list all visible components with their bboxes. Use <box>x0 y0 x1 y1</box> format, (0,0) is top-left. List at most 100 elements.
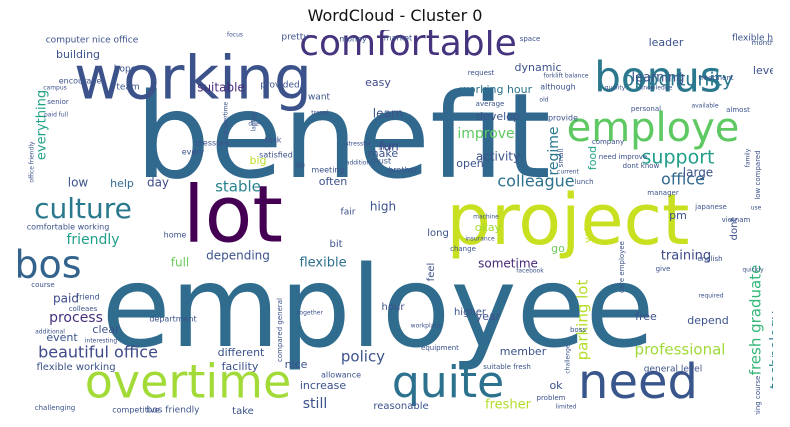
word-dynamic: dynamic <box>514 61 561 74</box>
word-member: member <box>500 345 547 358</box>
word-hope: hope <box>114 65 137 75</box>
word-still: still <box>303 396 327 412</box>
word-long: long <box>427 228 449 239</box>
word-forklift-balance: forklift balance <box>544 73 589 80</box>
chart-title: WordCloud - Cluster 0 <box>307 6 483 25</box>
word-request: request <box>468 69 495 77</box>
word-higher: higher <box>454 307 487 318</box>
word-family: family <box>745 148 752 167</box>
word-want: want <box>308 93 331 103</box>
word-colleague: colleague <box>497 172 574 191</box>
word-friend: friend <box>76 293 99 302</box>
word-treatment: treatment <box>698 74 733 82</box>
word-employe: employe <box>567 105 740 151</box>
word-year: year <box>476 310 501 323</box>
word-department: department <box>149 315 196 324</box>
word-encourage: encourage <box>59 77 102 86</box>
word-current: current <box>557 169 579 176</box>
word-company: company <box>592 138 624 146</box>
word-easy: easy <box>365 76 391 89</box>
word-bit: bit <box>329 239 342 250</box>
word-hour: hour <box>382 302 406 313</box>
word-comfortable-working: comfortable working <box>27 223 110 232</box>
word-office-friendly: office friendly <box>29 141 36 183</box>
word-english: english <box>697 255 722 263</box>
word-free: free <box>635 310 657 323</box>
word-compared-general: compared general <box>276 298 284 362</box>
word-dont-know: dont know <box>623 162 660 170</box>
word-manager: manager <box>647 189 679 197</box>
word-market: market <box>384 34 412 43</box>
word-together: together <box>297 310 323 317</box>
word-flexible-working: flexible working <box>36 362 115 373</box>
word-activity: activity <box>476 150 520 164</box>
word-boss: boss <box>570 326 586 334</box>
word-flexible: flexible <box>299 256 346 271</box>
word-regime: regime <box>546 126 562 175</box>
word-laptop: laptop <box>251 112 258 131</box>
word-required: required <box>698 293 723 300</box>
word-task: task <box>265 136 282 145</box>
word-satisfied: satisfied <box>259 151 293 160</box>
word-provided: provided <box>260 81 300 91</box>
word-flexible-hour: flexible hour <box>732 34 773 44</box>
word-cloud: benefit employee project lot working overtime… <box>18 30 773 415</box>
word-beautiful-office: beautiful office <box>38 343 158 362</box>
word-provide: provide <box>548 114 578 123</box>
word-low: low <box>68 176 89 190</box>
word-open: open <box>456 157 483 170</box>
word-knowledge: knowledge <box>640 85 673 92</box>
word-every: every <box>182 148 205 157</box>
word-building: building <box>56 48 100 61</box>
word-care-employee: care employee <box>618 241 626 293</box>
word-skill: skill <box>378 143 393 152</box>
word-need: need <box>578 354 698 410</box>
word-travel: travel <box>311 110 329 117</box>
word-different: different <box>218 346 265 359</box>
word-lot-overtime: lot overtime <box>223 101 230 138</box>
word-small: small <box>557 149 565 168</box>
word-professional: professional <box>635 341 726 359</box>
word-due: due <box>248 121 260 128</box>
word-lunch: lunch <box>574 178 593 186</box>
word-working-hour: working hour <box>460 83 533 96</box>
word-full: full <box>171 256 190 270</box>
word-suitable: suitable <box>197 81 245 95</box>
word-equipment: equipment <box>421 344 459 352</box>
word-project: project <box>447 179 690 261</box>
word-improve: improve <box>457 126 514 142</box>
word-bonus: bonus <box>594 53 721 102</box>
word-nice: nice <box>285 358 308 371</box>
word-office: office <box>661 170 705 189</box>
word-yet: yet <box>583 227 594 243</box>
word-course: course <box>31 281 54 289</box>
word-challenging: challenging <box>35 404 75 412</box>
word-computer-nice-office: computer nice office <box>46 36 139 46</box>
word-fun: fun <box>379 140 398 154</box>
word-competitive: competitive <box>112 406 160 415</box>
word-ok: ok <box>549 379 563 392</box>
word-large: large <box>683 166 713 180</box>
word-addition: addition <box>346 160 371 167</box>
word-quickly: quickly <box>742 267 764 274</box>
word-paid: paid <box>53 292 79 306</box>
word-stable: stable <box>215 178 261 196</box>
word-focus: focus <box>227 32 243 39</box>
word-parking-lot: parking lot <box>574 280 592 361</box>
word-home: home <box>164 231 187 240</box>
word-leader: leader <box>649 36 684 49</box>
word-bos: bos <box>18 243 82 287</box>
word-process: process <box>49 310 103 326</box>
word-problem: problem <box>537 394 566 402</box>
word-friendly: friendly <box>66 232 119 248</box>
word-level: level <box>753 64 773 77</box>
word-training-course: training course <box>754 376 762 415</box>
word-de: de <box>295 161 305 170</box>
word-big: big <box>249 154 266 167</box>
word-increase: increase <box>300 379 347 392</box>
word-event: event <box>46 331 78 344</box>
word-fresh-graduate: fresh graduate <box>747 265 765 376</box>
word-high: high <box>370 200 396 214</box>
word-team: team <box>116 83 139 93</box>
